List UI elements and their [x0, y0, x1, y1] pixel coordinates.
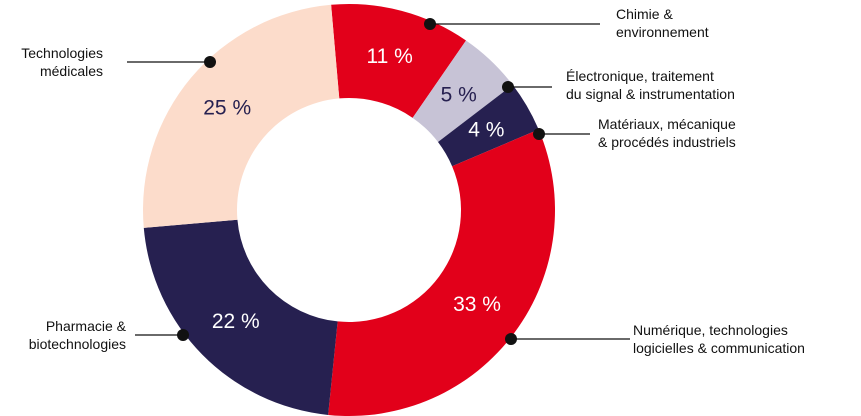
callout-label-line: médicales — [40, 63, 103, 79]
callout-dot-electronique-traitement-du-signal-and-instrumentation — [502, 81, 514, 93]
callout-dot-technologies-medicales — [204, 56, 216, 68]
slice-technologies-medicales — [143, 4, 340, 228]
slice-value-labels: 11 % 5 % 4 % 33 % 22 % 25 % — [203, 45, 504, 333]
callout-label-materiaux-mecanique-and-procedes-industriels: Matériaux, mécanique & procédés industrie… — [598, 116, 736, 150]
callout-label-line: Chimie & — [616, 6, 673, 22]
callout-dot-pharmacie-and-biotechnologies — [177, 329, 189, 341]
donut-slices — [143, 4, 555, 416]
callout-label-line: biotechnologies — [29, 336, 126, 352]
callout-dot-materiaux-mecanique-and-procedes-industriels — [533, 128, 545, 140]
callout-label-line: du signal & instrumentation — [566, 86, 735, 102]
callout-label-line: Pharmacie & — [46, 318, 127, 334]
callout-label-line: Numérique, technologies — [633, 322, 788, 338]
value-label-numerique-technologies-logicielles-and-communication: 33 % — [453, 293, 501, 316]
slice-chimie-and-environnement — [331, 4, 467, 118]
callout-label-electronique-traitement-du-signal-and-instrumentation: Électronique, traitement du signal & inst… — [566, 68, 735, 102]
value-label-pharmacie-and-biotechnologies: 22 % — [212, 310, 260, 333]
value-label-chimie-and-environnement: 11 % — [367, 45, 413, 68]
value-label-electronique-traitement-du-signal-and-instrumentation: 5 % — [441, 83, 477, 106]
callout-label-technologies-medicales: Technologies médicales — [21, 45, 103, 79]
callout-label-line: Matériaux, mécanique — [598, 116, 736, 132]
callout-label-line: environnement — [616, 24, 709, 40]
slice-pharmacie-and-biotechnologies — [143, 219, 338, 415]
callout-label-line: logicielles & communication — [633, 340, 805, 356]
callout-label-pharmacie-and-biotechnologies: Pharmacie & biotechnologies — [29, 318, 127, 352]
callout-label-line: Technologies — [21, 45, 103, 61]
value-label-technologies-medicales: 25 % — [203, 96, 251, 119]
callout-label-line: Électronique, traitement — [566, 68, 714, 84]
slice-numerique-technologies-logicielles-and-communication — [328, 129, 555, 416]
slice-materiaux-mecanique-and-procedes-industriels — [437, 84, 539, 167]
callout-labels: Chimie & environnement Électronique, trait… — [21, 6, 805, 356]
callout-label-line: & procédés industriels — [598, 134, 736, 150]
callout-dot-numerique-technologies-logicielles-and-communication — [505, 333, 517, 345]
callout-label-chimie-and-environnement: Chimie & environnement — [616, 6, 709, 40]
callout-label-numerique-technologies-logicielles-and-communication: Numérique, technologies logicielles & com… — [633, 322, 805, 356]
callout-dot-chimie-and-environnement — [424, 18, 436, 30]
value-label-materiaux-mecanique-and-procedes-industriels: 4 % — [468, 119, 504, 142]
slice-electronique-traitement-du-signal-and-instrumentation — [412, 40, 513, 142]
